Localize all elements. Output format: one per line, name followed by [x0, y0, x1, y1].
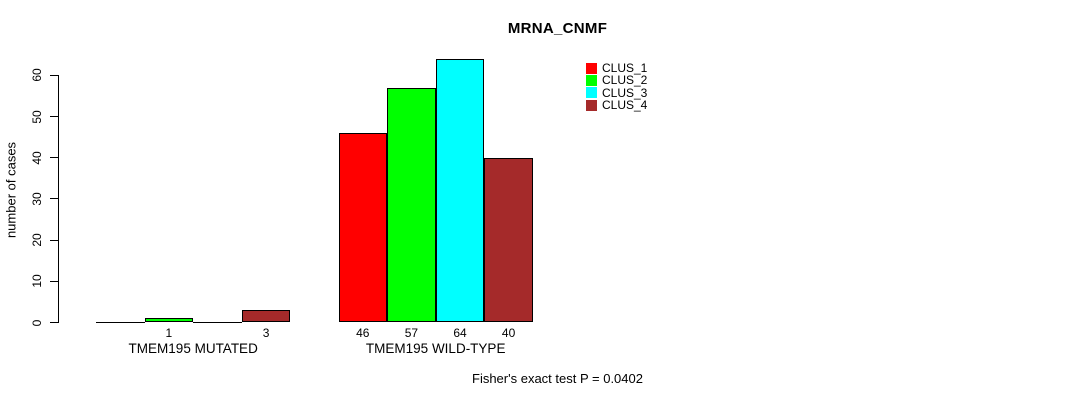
- y-axis-tick-label: 30: [30, 192, 44, 206]
- legend-label: CLUS_3: [602, 85, 648, 100]
- legend: CLUS_1 CLUS_2 CLUS_3 CLUS_4: [586, 62, 647, 111]
- bar-clus-2-tmem195-wild-type: [387, 87, 436, 323]
- bar-value-label: 64: [453, 326, 467, 340]
- bar-value-label: 57: [404, 326, 419, 340]
- bar-value-label: 40: [501, 326, 516, 340]
- legend-item-clus-4: CLUS_4: [586, 99, 647, 111]
- y-axis-tick: [50, 239, 58, 241]
- bar-clus-2-tmem195-mutated: [144, 318, 194, 323]
- bar-clus-1-tmem195-mutated: [96, 321, 145, 323]
- y-axis-tick-label: 10: [30, 274, 44, 288]
- y-axis-tick-label: 40: [30, 151, 44, 165]
- x-group-label-tmem195-mutated: TMEM195 MUTATED: [128, 341, 258, 356]
- bar-value-label: 3: [262, 326, 270, 340]
- annotation-text: Fisher's exact test P = 0.0402: [472, 371, 643, 386]
- bar-value-label: 46: [356, 326, 370, 340]
- y-axis-tick: [50, 280, 58, 282]
- legend-item-clus-2: CLUS_2: [586, 74, 647, 86]
- chart-title: MRNA_CNMF: [507, 20, 608, 37]
- y-axis-tick-label: 20: [30, 233, 44, 247]
- bar-clus-4-tmem195-wild-type: [484, 157, 533, 323]
- y-axis-tick-label: 60: [30, 68, 44, 82]
- y-axis-line: [58, 74, 59, 323]
- legend-swatch-clus-4: [586, 99, 597, 111]
- y-axis-tick: [50, 74, 58, 76]
- y-axis-tick: [50, 198, 58, 200]
- bar-clus-1-tmem195-wild-type: [338, 132, 388, 323]
- y-axis-tick-label: 50: [30, 109, 44, 124]
- legend-label: CLUS_4: [602, 98, 648, 113]
- legend-item-clus-1: CLUS_1: [586, 62, 647, 74]
- bar-clus-3-tmem195-wild-type: [435, 58, 485, 323]
- y-axis-tick: [50, 157, 58, 159]
- y-axis-tick: [50, 322, 58, 323]
- legend-label: CLUS_1: [602, 61, 648, 76]
- legend-swatch-clus-2: [586, 74, 597, 86]
- bar-value-label: 1: [165, 326, 173, 340]
- bar-clus-3-tmem195-mutated: [193, 321, 242, 323]
- legend-label: CLUS_2: [602, 73, 648, 88]
- y-axis-tick-label: 0: [30, 319, 44, 326]
- legend-swatch-clus-1: [586, 62, 597, 74]
- x-group-label-tmem195-wild-type: TMEM195 WILD-TYPE: [365, 341, 506, 356]
- bar-clus-4-tmem195-mutated: [241, 310, 291, 323]
- y-axis-tick: [50, 116, 58, 117]
- legend-item-clus-3: CLUS_3: [586, 87, 647, 99]
- legend-swatch-clus-3: [586, 87, 597, 99]
